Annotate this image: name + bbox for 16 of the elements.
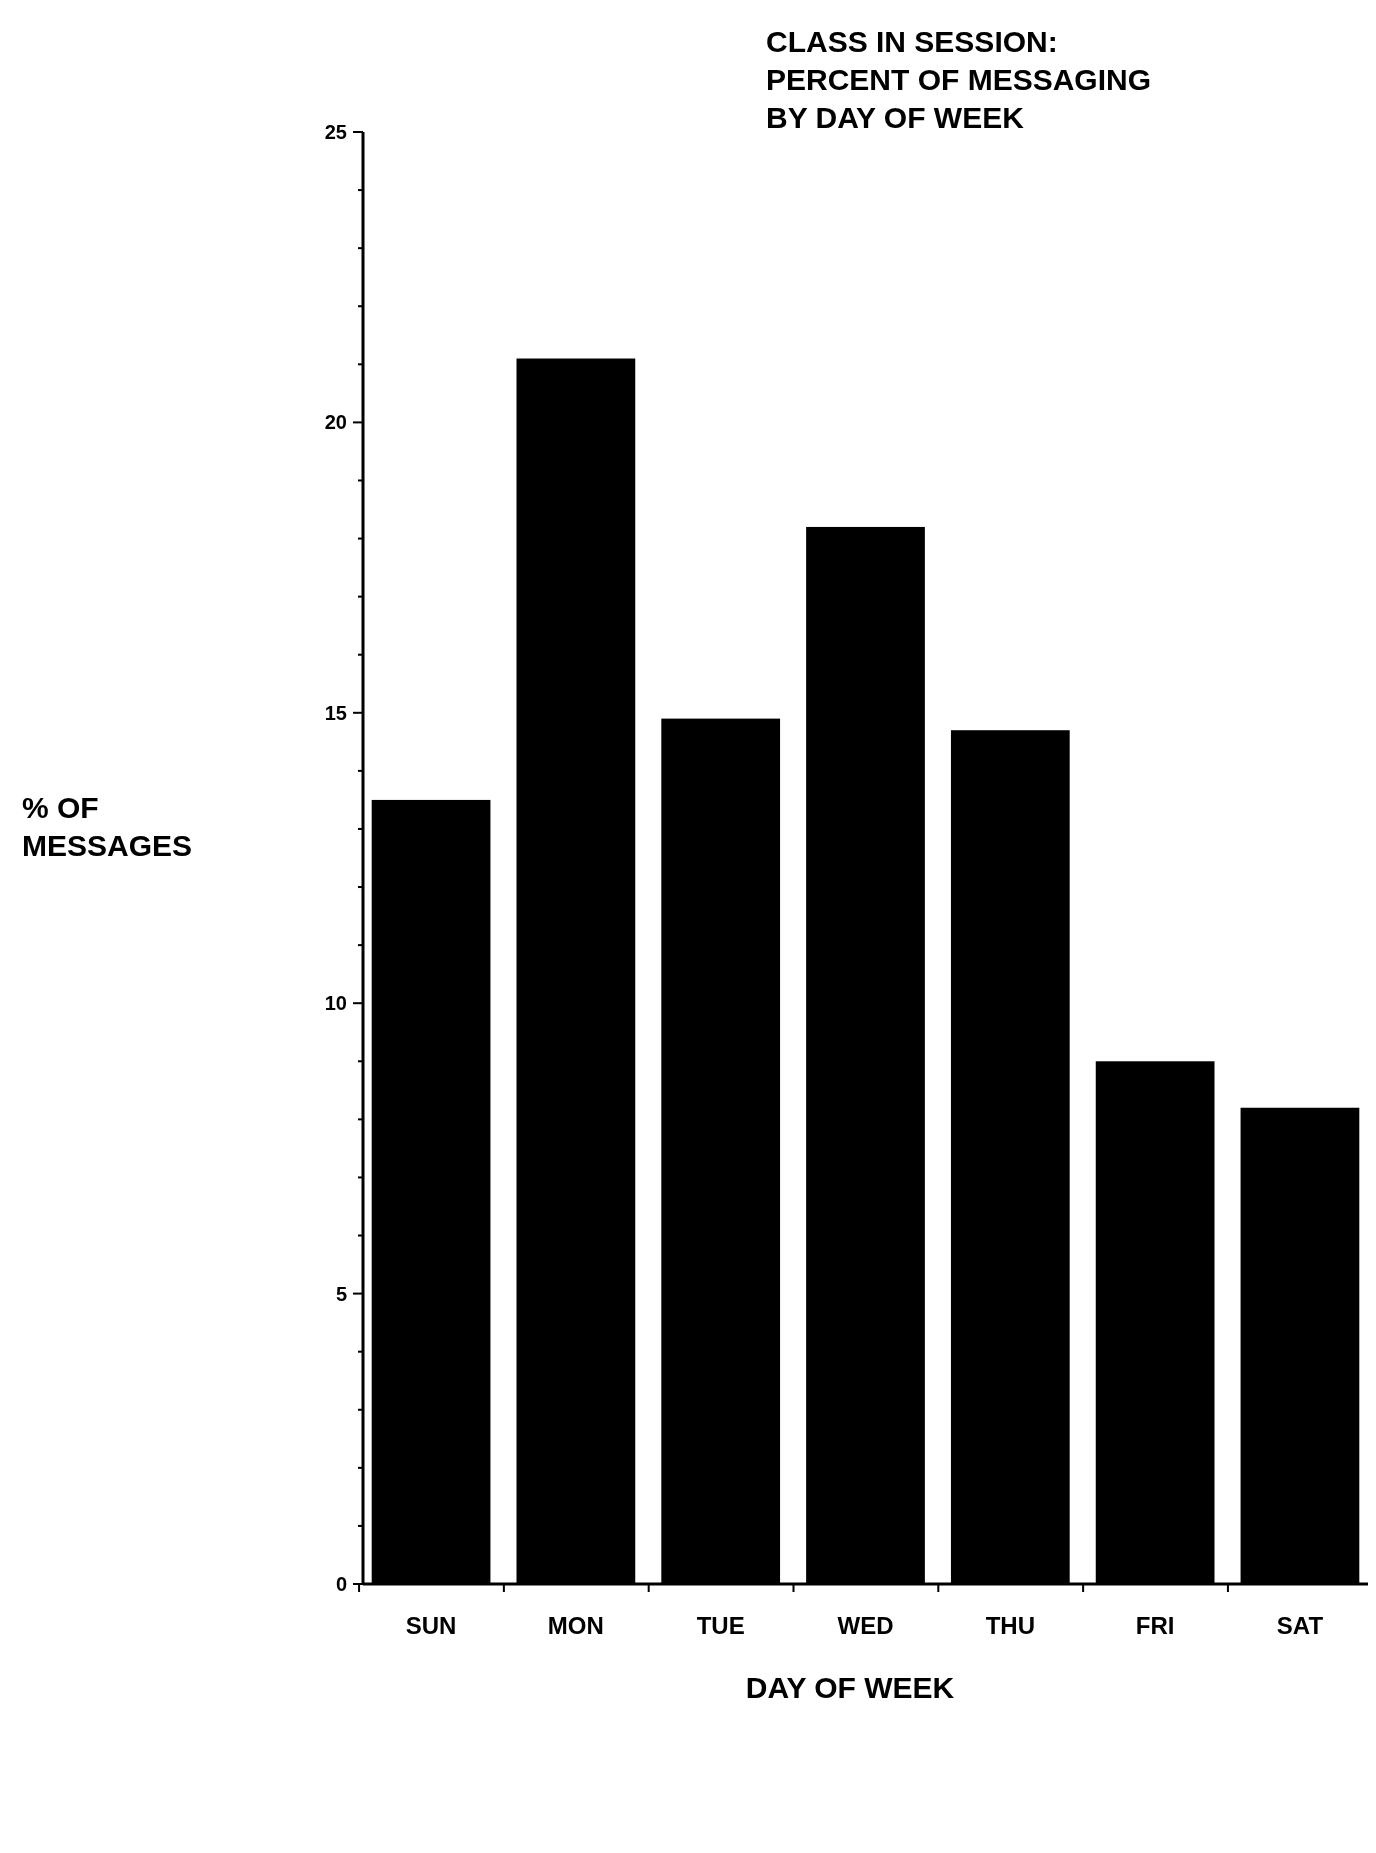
x-tick-label: MON (547, 1612, 604, 1639)
y-tick-label: 0 (335, 1573, 347, 1595)
x-axis-title: DAY OF WEEK (745, 1671, 955, 1704)
y-tick-label: 15 (324, 701, 347, 724)
y-tick-label: 10 (324, 992, 347, 1015)
x-tick-label: THU (985, 1612, 1035, 1639)
x-tick-label: SAT (1276, 1612, 1324, 1639)
x-tick-label: FRI (1135, 1612, 1175, 1639)
x-tick-label: WED (837, 1612, 894, 1639)
y-tick-label: 5 (335, 1282, 347, 1305)
y-axis-title: % OF MESSAGES (22, 791, 193, 862)
y-tick-label: 25 (324, 121, 347, 143)
x-tick-label: SUN (405, 1612, 457, 1639)
x-tick-label: TUE (696, 1612, 745, 1639)
y-tick-label: 20 (324, 411, 347, 434)
chart-title: CLASS IN SESSION: PERCENT OF MESSAGING BY DAY OF WEEK (766, 25, 1152, 134)
